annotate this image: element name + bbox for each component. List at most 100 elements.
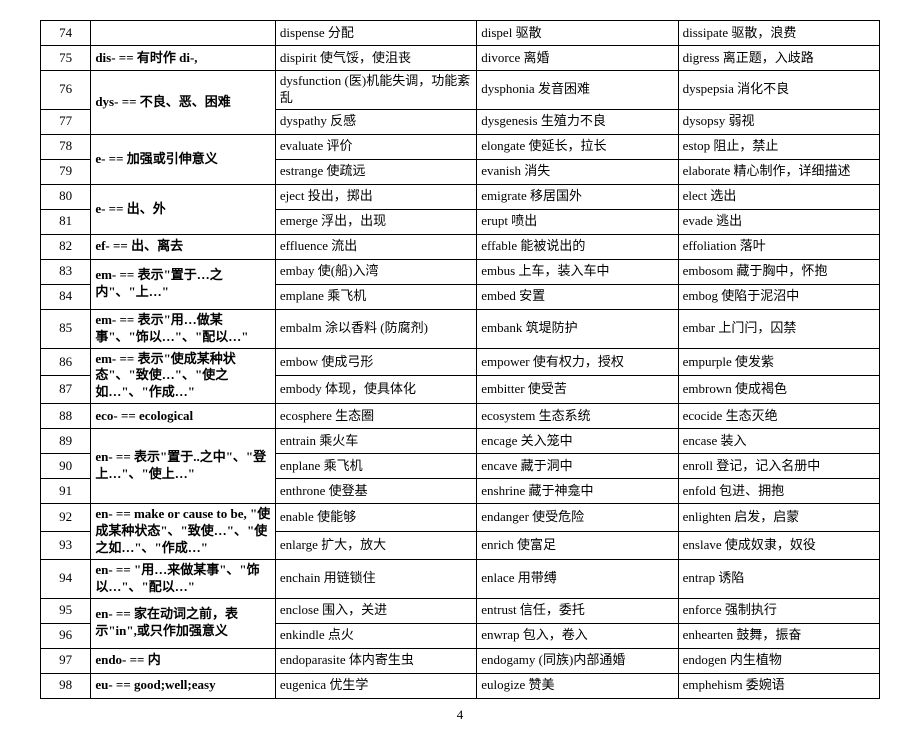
example-cell: embody 体现，使具体化 — [275, 376, 476, 404]
example-cell: ecosphere 生态圈 — [275, 404, 476, 429]
row-number: 75 — [41, 46, 91, 71]
example-cell: enfold 包进、拥抱 — [678, 479, 879, 504]
table-row: 78e- == 加强或引伸意义evaluate 评价elongate 使延长，拉… — [41, 134, 880, 159]
example-cell: dispirit 使气馁，使沮丧 — [275, 46, 476, 71]
example-cell: dyspepsia 消化不良 — [678, 71, 879, 110]
example-cell: enlace 用带缚 — [477, 559, 678, 598]
example-cell: dysgenesis 生殖力不良 — [477, 109, 678, 134]
table-row: 98eu- == good;well;easyeugenica 优生学eulog… — [41, 673, 880, 698]
example-cell: embar 上门闩，囚禁 — [678, 309, 879, 348]
prefix-cell: ef- == 出、离去 — [91, 234, 276, 259]
example-cell: encase 装入 — [678, 429, 879, 454]
example-cell: enlarge 扩大，放大 — [275, 532, 476, 560]
page-number: 4 — [40, 707, 880, 723]
example-cell: enroll 登记，记入名册中 — [678, 454, 879, 479]
example-cell: emerge 浮出，出现 — [275, 209, 476, 234]
example-cell: enhearten 鼓舞，振奋 — [678, 623, 879, 648]
example-cell: emphehism 委婉语 — [678, 673, 879, 698]
table-row: 85em- == 表示"用…做某事"、"饰以…"、"配以…"embalm 涂以香… — [41, 309, 880, 348]
example-cell: evanish 消失 — [477, 159, 678, 184]
prefix-cell — [91, 21, 276, 46]
example-cell: dysfunction (医)机能失调，功能紊乱 — [275, 71, 476, 110]
example-cell: embrown 使成褐色 — [678, 376, 879, 404]
example-cell: empurple 使发紫 — [678, 348, 879, 376]
example-cell: enclose 围入，关进 — [275, 598, 476, 623]
example-cell: enable 使能够 — [275, 504, 476, 532]
example-cell: encage 关入笼中 — [477, 429, 678, 454]
table-row: 83em- == 表示"置于…之内"、"上…"embay 使(船)入湾embus… — [41, 259, 880, 284]
row-number: 95 — [41, 598, 91, 623]
example-cell: dyspathy 反感 — [275, 109, 476, 134]
prefix-cell: dis- == 有时作 di-, — [91, 46, 276, 71]
example-cell: endoparasite 体内寄生虫 — [275, 648, 476, 673]
example-cell: eject 投出，掷出 — [275, 184, 476, 209]
prefix-table: 74dispense 分配dispel 驱散dissipate 驱散，浪费75d… — [40, 20, 880, 699]
example-cell: dispel 驱散 — [477, 21, 678, 46]
table-row: 80e- == 出、外eject 投出，掷出emigrate 移居国外elect… — [41, 184, 880, 209]
row-number: 81 — [41, 209, 91, 234]
row-number: 79 — [41, 159, 91, 184]
example-cell: effoliation 落叶 — [678, 234, 879, 259]
example-cell: estop 阻止，禁止 — [678, 134, 879, 159]
row-number: 87 — [41, 376, 91, 404]
row-number: 93 — [41, 532, 91, 560]
example-cell: enthrone 使登基 — [275, 479, 476, 504]
table-row: 74 dispense 分配dispel 驱散dissipate 驱散，浪费 — [41, 21, 880, 46]
example-cell: eugenica 优生学 — [275, 673, 476, 698]
example-cell: ecocide 生态灭绝 — [678, 404, 879, 429]
example-cell: empower 使有权力，授权 — [477, 348, 678, 376]
example-cell: effable 能被说出的 — [477, 234, 678, 259]
example-cell: eulogize 赞美 — [477, 673, 678, 698]
row-number: 83 — [41, 259, 91, 284]
row-number: 76 — [41, 71, 91, 110]
example-cell: enlighten 启发，启蒙 — [678, 504, 879, 532]
row-number: 92 — [41, 504, 91, 532]
prefix-cell: e- == 加强或引伸意义 — [91, 134, 276, 184]
row-number: 77 — [41, 109, 91, 134]
example-cell: entrust 信任，委托 — [477, 598, 678, 623]
prefix-cell: en- == 表示"置于..之中"、"登上…"、"使上…" — [91, 429, 276, 504]
example-cell: endogen 内生植物 — [678, 648, 879, 673]
prefix-cell: eco- == ecological — [91, 404, 276, 429]
row-number: 78 — [41, 134, 91, 159]
row-number: 89 — [41, 429, 91, 454]
example-cell: enslave 使成奴隶，奴役 — [678, 532, 879, 560]
example-cell: embank 筑堤防护 — [477, 309, 678, 348]
row-number: 86 — [41, 348, 91, 376]
row-number: 90 — [41, 454, 91, 479]
example-cell: dysphonia 发音困难 — [477, 71, 678, 110]
table-row: 94en- == "用…来做某事"、"饰以…"、"配以…"enchain 用链锁… — [41, 559, 880, 598]
example-cell: divorce 离婚 — [477, 46, 678, 71]
prefix-cell: endo- == 内 — [91, 648, 276, 673]
row-number: 88 — [41, 404, 91, 429]
example-cell: embow 使成弓形 — [275, 348, 476, 376]
example-cell: entrap 诱陷 — [678, 559, 879, 598]
row-number: 85 — [41, 309, 91, 348]
prefix-cell: eu- == good;well;easy — [91, 673, 276, 698]
example-cell: dissipate 驱散，浪费 — [678, 21, 879, 46]
example-cell: encave 藏于洞中 — [477, 454, 678, 479]
example-cell: elaborate 精心制作，详细描述 — [678, 159, 879, 184]
table-row: 75dis- == 有时作 di-,dispirit 使气馁，使沮丧divorc… — [41, 46, 880, 71]
example-cell: dispense 分配 — [275, 21, 476, 46]
example-cell: embalm 涂以香料 (防腐剂) — [275, 309, 476, 348]
example-cell: emplane 乘飞机 — [275, 284, 476, 309]
row-number: 74 — [41, 21, 91, 46]
example-cell: embus 上车，装入车中 — [477, 259, 678, 284]
example-cell: digress 离正题，入歧路 — [678, 46, 879, 71]
example-cell: enforce 强制执行 — [678, 598, 879, 623]
table-row: 92en- == make or cause to be, "使成某种状态"、"… — [41, 504, 880, 532]
table-row: 86em- == 表示"使成某种状态"、"致使…"、"使之如…"、"作成…"em… — [41, 348, 880, 376]
example-cell: enrich 使富足 — [477, 532, 678, 560]
table-row: 82ef- == 出、离去effluence 流出effable 能被说出的ef… — [41, 234, 880, 259]
table-row: 95en- == 家在动词之前，表示"in",或只作加强意义enclose 围入… — [41, 598, 880, 623]
prefix-cell: e- == 出、外 — [91, 184, 276, 234]
table-row: 88eco- == ecologicalecosphere 生态圈ecosyst… — [41, 404, 880, 429]
example-cell: effluence 流出 — [275, 234, 476, 259]
example-cell: elongate 使延长，拉长 — [477, 134, 678, 159]
example-cell: embay 使(船)入湾 — [275, 259, 476, 284]
example-cell: embed 安置 — [477, 284, 678, 309]
prefix-cell: en- == 家在动词之前，表示"in",或只作加强意义 — [91, 598, 276, 648]
example-cell: endogamy (同族)内部通婚 — [477, 648, 678, 673]
example-cell: estrange 使疏远 — [275, 159, 476, 184]
